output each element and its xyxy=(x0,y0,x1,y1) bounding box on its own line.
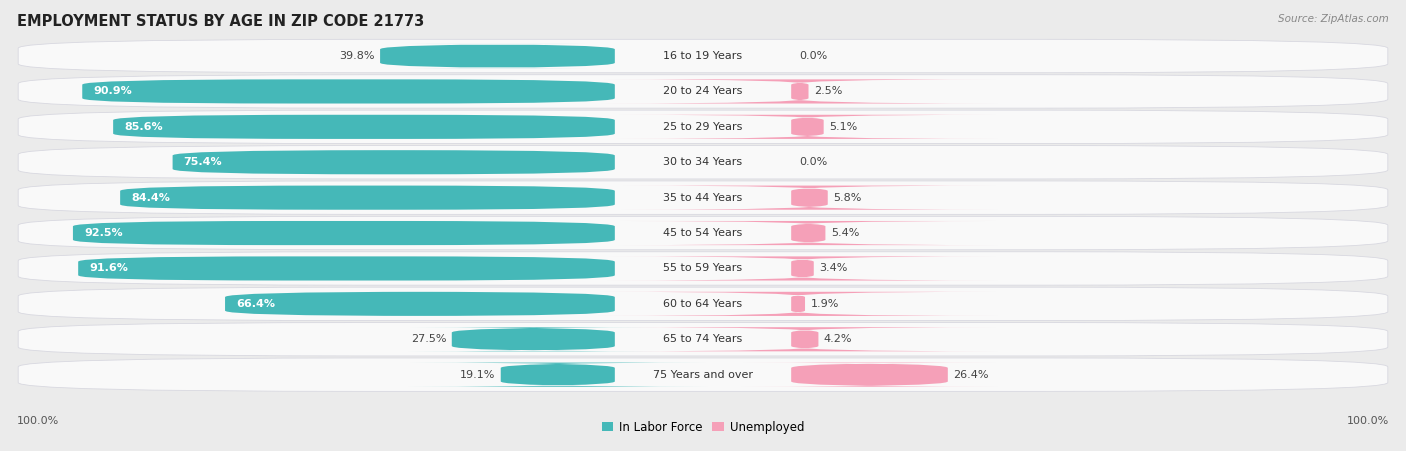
FancyBboxPatch shape xyxy=(83,79,614,104)
Text: 75.4%: 75.4% xyxy=(184,157,222,167)
FancyBboxPatch shape xyxy=(18,110,1388,143)
Text: EMPLOYMENT STATUS BY AGE IN ZIP CODE 21773: EMPLOYMENT STATUS BY AGE IN ZIP CODE 217… xyxy=(17,14,425,28)
Text: 4.2%: 4.2% xyxy=(824,334,852,344)
Text: 3.4%: 3.4% xyxy=(820,263,848,273)
Text: 2.5%: 2.5% xyxy=(814,87,842,97)
Text: 1.9%: 1.9% xyxy=(810,299,839,309)
FancyBboxPatch shape xyxy=(225,292,614,316)
Text: 84.4%: 84.4% xyxy=(131,193,170,202)
FancyBboxPatch shape xyxy=(18,322,1388,356)
FancyBboxPatch shape xyxy=(173,150,614,175)
FancyBboxPatch shape xyxy=(79,256,614,281)
Text: Source: ZipAtlas.com: Source: ZipAtlas.com xyxy=(1278,14,1389,23)
Text: 55 to 59 Years: 55 to 59 Years xyxy=(664,263,742,273)
Text: 100.0%: 100.0% xyxy=(17,416,59,426)
Text: 25 to 29 Years: 25 to 29 Years xyxy=(664,122,742,132)
FancyBboxPatch shape xyxy=(619,221,998,245)
Legend: In Labor Force, Unemployed: In Labor Force, Unemployed xyxy=(598,416,808,438)
Text: 5.1%: 5.1% xyxy=(830,122,858,132)
FancyBboxPatch shape xyxy=(602,79,998,104)
Text: 100.0%: 100.0% xyxy=(1347,416,1389,426)
Text: 5.4%: 5.4% xyxy=(831,228,859,238)
FancyBboxPatch shape xyxy=(112,115,614,139)
FancyBboxPatch shape xyxy=(599,292,998,316)
FancyBboxPatch shape xyxy=(18,146,1388,179)
FancyBboxPatch shape xyxy=(380,44,614,68)
Text: 85.6%: 85.6% xyxy=(124,122,163,132)
FancyBboxPatch shape xyxy=(408,363,707,387)
Text: 45 to 54 Years: 45 to 54 Years xyxy=(664,228,742,238)
Text: 90.9%: 90.9% xyxy=(93,87,132,97)
FancyBboxPatch shape xyxy=(18,75,1388,108)
Text: 65 to 74 Years: 65 to 74 Years xyxy=(664,334,742,344)
Text: 66.4%: 66.4% xyxy=(236,299,276,309)
FancyBboxPatch shape xyxy=(73,221,614,245)
FancyBboxPatch shape xyxy=(18,287,1388,321)
Text: 5.8%: 5.8% xyxy=(834,193,862,202)
Text: 92.5%: 92.5% xyxy=(84,228,122,238)
FancyBboxPatch shape xyxy=(18,358,1388,391)
Text: 39.8%: 39.8% xyxy=(339,51,374,61)
FancyBboxPatch shape xyxy=(621,185,998,210)
FancyBboxPatch shape xyxy=(617,115,998,139)
Text: 91.6%: 91.6% xyxy=(89,263,128,273)
Text: 0.0%: 0.0% xyxy=(800,51,828,61)
Text: 60 to 64 Years: 60 to 64 Years xyxy=(664,299,742,309)
Text: 75 Years and over: 75 Years and over xyxy=(652,370,754,380)
FancyBboxPatch shape xyxy=(18,216,1388,250)
FancyBboxPatch shape xyxy=(18,181,1388,214)
FancyBboxPatch shape xyxy=(612,327,998,351)
Text: 26.4%: 26.4% xyxy=(953,370,988,380)
Text: 19.1%: 19.1% xyxy=(460,370,495,380)
Text: 27.5%: 27.5% xyxy=(411,334,446,344)
FancyBboxPatch shape xyxy=(741,363,998,387)
Text: 16 to 19 Years: 16 to 19 Years xyxy=(664,51,742,61)
FancyBboxPatch shape xyxy=(120,185,614,210)
Text: 35 to 44 Years: 35 to 44 Years xyxy=(664,193,742,202)
Text: 0.0%: 0.0% xyxy=(800,157,828,167)
FancyBboxPatch shape xyxy=(607,256,998,281)
FancyBboxPatch shape xyxy=(18,252,1388,285)
FancyBboxPatch shape xyxy=(18,39,1388,73)
Text: 30 to 34 Years: 30 to 34 Years xyxy=(664,157,742,167)
Text: 20 to 24 Years: 20 to 24 Years xyxy=(664,87,742,97)
FancyBboxPatch shape xyxy=(408,327,658,351)
